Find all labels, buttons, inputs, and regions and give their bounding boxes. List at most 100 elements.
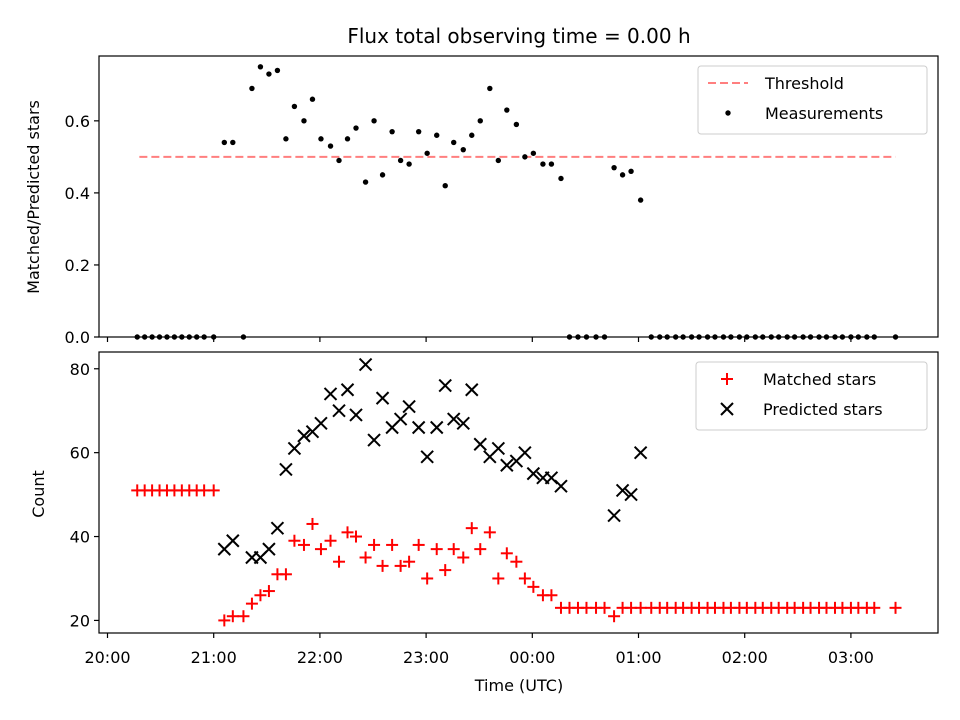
x-tick-label: 23:00: [403, 648, 449, 667]
measurement-point: [309, 96, 316, 102]
measurement-point: [791, 334, 798, 340]
measurement-point: [221, 139, 228, 146]
matched-star-point: [889, 601, 902, 614]
measurement-point: [477, 118, 483, 124]
matched-star-point: [483, 526, 496, 539]
predicted-star-point: [297, 429, 311, 443]
measurement-point: [336, 157, 342, 164]
x-tick-label: 21:00: [191, 648, 237, 667]
measurement-point: [540, 161, 546, 167]
matched-star-point: [218, 614, 231, 627]
measurement-point: [210, 334, 217, 340]
measurement-point: [495, 157, 502, 164]
measurement-point: [141, 334, 148, 340]
y-tick-label: 0.6: [65, 112, 90, 131]
measurement-point: [171, 334, 178, 340]
ratio-panel-legend: Threshold Measurements: [697, 65, 928, 135]
measurement-point: [318, 136, 324, 142]
x-axis-title: Time (UTC): [474, 676, 563, 695]
measurement-point: [266, 71, 272, 77]
measurement-point: [397, 157, 404, 164]
measurement-point: [704, 334, 711, 340]
measurement-point: [784, 334, 790, 340]
measurement-point: [752, 334, 759, 340]
measurement-point: [855, 334, 862, 340]
predicted-star-point: [500, 458, 514, 472]
x-tick-label: 20:00: [84, 648, 130, 667]
measurement-point: [601, 334, 608, 340]
threshold-legend-label: Threshold: [764, 74, 844, 93]
measurement-point: [156, 334, 163, 340]
measurement-point: [744, 334, 750, 340]
measurement-point: [451, 139, 457, 146]
measurement-point: [728, 334, 734, 340]
matched-star-point: [237, 610, 250, 623]
y-tick-label: 0.2: [65, 256, 90, 275]
matched-star-point: [518, 572, 531, 585]
measurement-point: [164, 334, 170, 340]
measurement-point: [504, 107, 510, 113]
measurement-point: [823, 334, 830, 340]
matched-star-point: [368, 538, 381, 551]
matched-star-point: [314, 543, 327, 556]
matched-star-point: [421, 572, 434, 585]
matched-star-point: [350, 530, 363, 543]
measurement-point: [522, 154, 528, 160]
measurement-point: [637, 197, 644, 203]
measurement-point: [442, 182, 448, 189]
matched-star-point: [447, 543, 460, 556]
x-tick-label: 02:00: [722, 648, 768, 667]
ratio-legend-box: [697, 65, 928, 135]
matched-star-point: [430, 543, 443, 556]
measurement-point: [575, 334, 581, 340]
measurement-point: [680, 334, 686, 340]
measurement-point: [892, 334, 899, 340]
y-tick-label: 0.4: [65, 184, 90, 203]
measurement-point: [566, 334, 573, 340]
matched-star-point: [527, 580, 540, 593]
measurement-point: [274, 67, 281, 74]
measurement-point: [848, 334, 854, 340]
measurement-point: [424, 150, 430, 156]
measurement-point: [871, 334, 877, 340]
measurement-point: [558, 175, 564, 182]
y-tick-label: 60: [70, 444, 90, 463]
measurement-point: [712, 334, 718, 340]
measurement-point: [353, 125, 359, 131]
matched-star-point: [207, 484, 220, 497]
count-panel-marks: [131, 357, 902, 627]
measurement-point: [301, 118, 307, 124]
matched-star-point: [386, 538, 399, 551]
matched-legend-label: Matched stars: [763, 370, 876, 389]
measurement-point: [696, 334, 702, 340]
matched-star-point: [262, 585, 275, 598]
matched-star-point: [394, 559, 407, 572]
measurement-point: [583, 334, 590, 340]
matched-star-point: [598, 601, 611, 614]
matched-star-point: [359, 551, 372, 564]
measurements-legend-swatch: [725, 110, 731, 116]
matched-star-point: [341, 526, 354, 539]
predicted-star-point: [226, 534, 240, 548]
matched-star-point: [510, 555, 523, 568]
measurement-point: [201, 334, 207, 340]
x-tick-label: 22:00: [297, 648, 343, 667]
measurement-point: [611, 164, 617, 171]
measurement-point: [864, 334, 870, 340]
matched-star-point: [492, 572, 505, 585]
measurement-point: [283, 136, 289, 142]
measurement-point: [530, 150, 537, 156]
matched-star-point: [545, 589, 558, 602]
measurement-point: [406, 161, 412, 167]
measurement-point: [186, 334, 192, 340]
measurement-point: [291, 103, 298, 110]
matched-star-point: [376, 559, 389, 572]
measurement-point: [194, 334, 200, 340]
y-tick-label: 20: [70, 611, 90, 630]
count-panel-y-axis: 20 40 60 80: [70, 360, 99, 630]
predicted-star-point: [393, 412, 408, 426]
ratio-panel: 0.0 0.2 0.4 0.6 Matched/Predicted stars Thr…: [24, 55, 939, 347]
measurement-point: [415, 128, 422, 135]
predicted-star-point: [633, 445, 648, 460]
matched-star-point: [500, 547, 513, 560]
